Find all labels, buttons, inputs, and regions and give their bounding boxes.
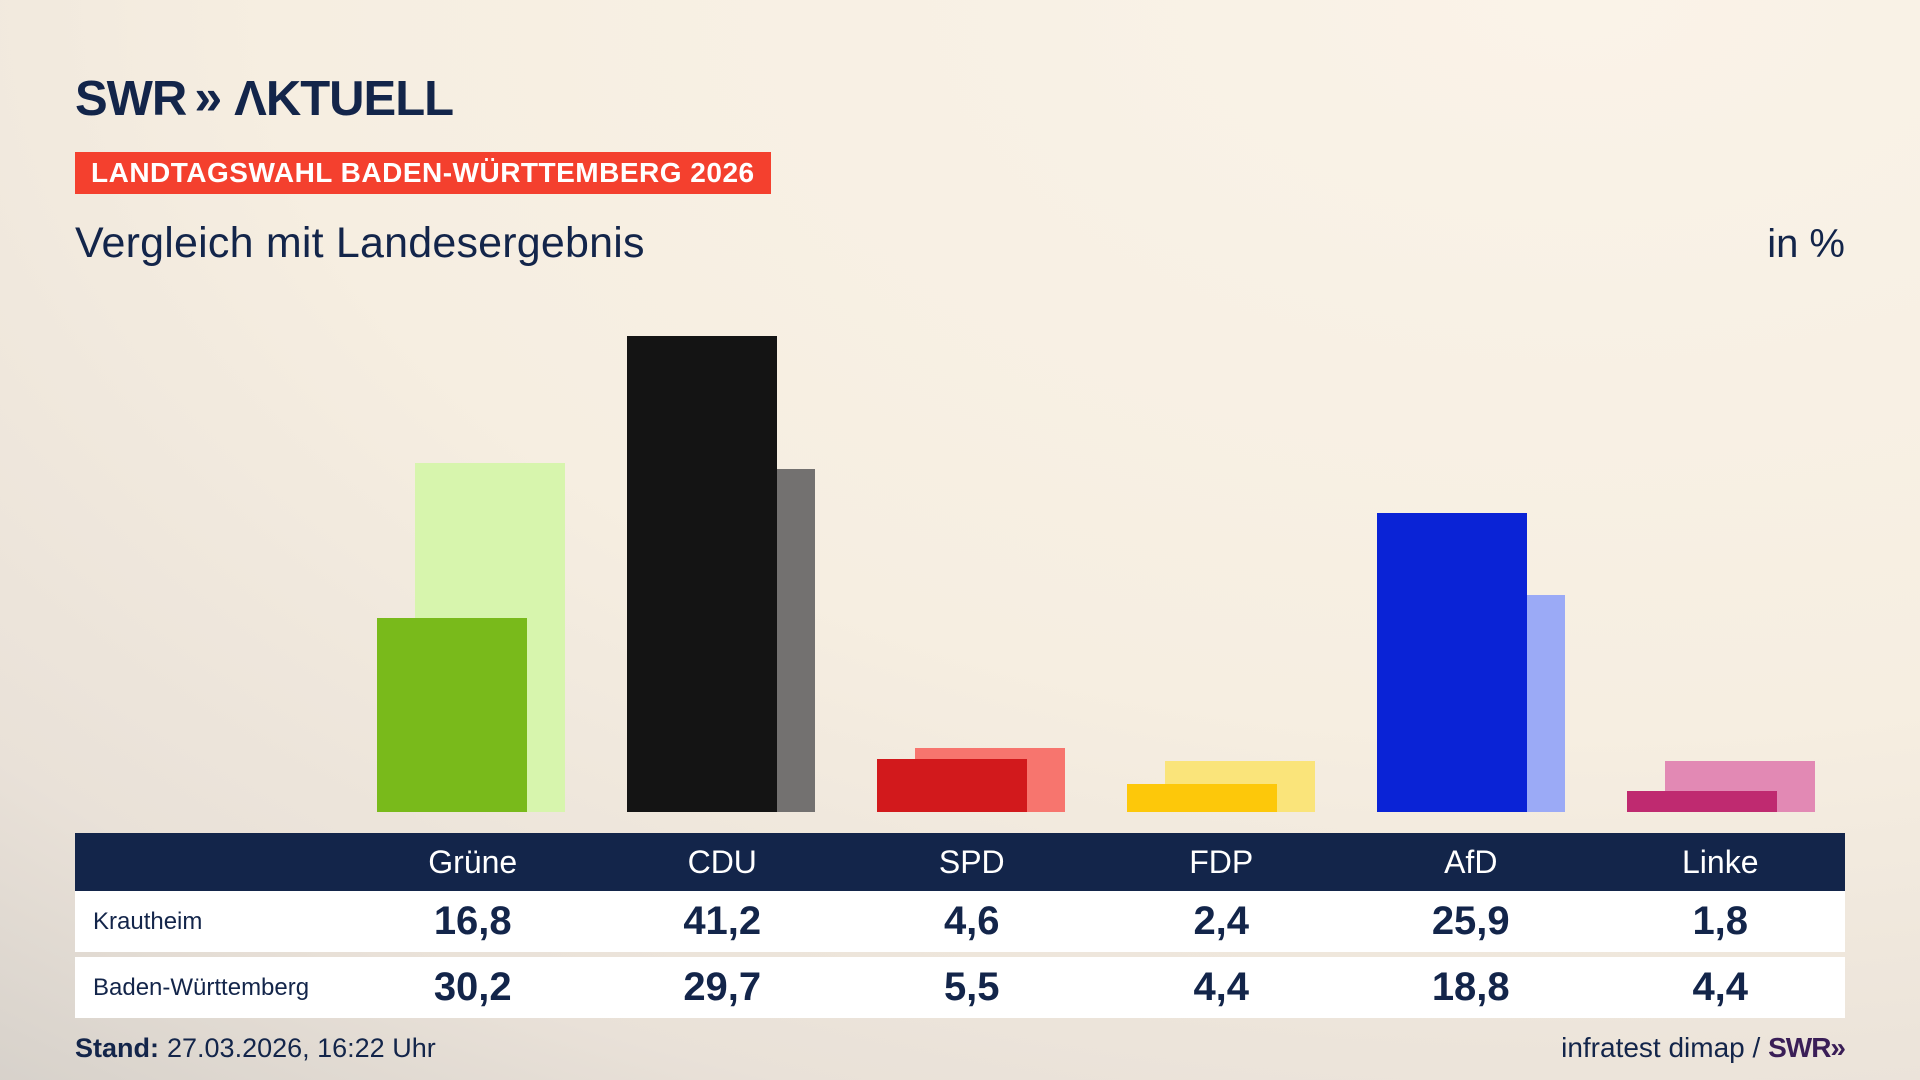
bar-krautheim-fdp [1127,784,1277,812]
table-row-badenwuerttemberg: Baden-Württemberg 30,2 29,7 5,5 4,4 18,8… [75,957,1845,1018]
bar-krautheim-afd [1377,513,1527,812]
value-land-gruene: 30,2 [433,965,512,1009]
stand-value: 27.03.2026, 16:22 Uhr [167,1033,436,1063]
source-text: infratest dimap / [1561,1032,1769,1063]
stand-label: Stand: [75,1033,159,1063]
value-land-cdu: 29,7 [683,965,762,1009]
column-header-linke: Linke [1682,843,1759,880]
logo-aktuell-text: ΛKTUELL [234,72,454,126]
column-header-fdp: FDP [1189,843,1254,880]
results-table: Grüne CDU SPD FDP AfD Linke Krautheim 16… [75,833,1845,1018]
value-krautheim-gruene: 16,8 [433,899,512,943]
source-swr-logo: SWR» [1768,1032,1846,1063]
column-header-spd: SPD [938,843,1005,880]
value-krautheim-fdp: 2,4 [1193,899,1250,943]
bar-krautheim-linke [1627,791,1777,812]
row-label-badenwuerttemberg: Baden-Württemberg [93,973,310,1001]
status-timestamp: Stand: 27.03.2026, 16:22 Uhr [75,1033,436,1064]
source-credit: infratest dimap / SWR» [1561,1032,1846,1064]
page-title: Vergleich mit Landesergebnis [75,219,645,267]
swr-aktuell-logo: SWR » ΛKTUELL [75,68,454,130]
value-krautheim-spd: 4,6 [943,899,1000,943]
column-header-gruene: Grüne [428,843,518,880]
value-land-fdp: 4,4 [1193,965,1250,1009]
column-header-cdu: CDU [687,843,757,880]
value-krautheim-cdu: 41,2 [683,899,762,943]
title-row: Vergleich mit Landesergebnis in % [75,219,1845,268]
table-row-krautheim: Krautheim 16,8 41,2 4,6 2,4 25,9 1,8 [75,891,1845,952]
logo-swr-text: SWR [75,72,187,126]
value-land-spd: 5,5 [943,965,1000,1009]
bar-krautheim-cdu [627,336,777,812]
footer: Stand: 27.03.2026, 16:22 Uhr infratest di… [75,1032,1846,1064]
election-badge: LANDTAGSWAHL BADEN-WÜRTTEMBERG 2026 [75,152,771,194]
unit-label: in % [1767,222,1845,266]
value-land-afd: 18,8 [1431,965,1510,1009]
table-header-row: Grüne CDU SPD FDP AfD Linke [75,833,1845,891]
value-krautheim-linke: 1,8 [1692,899,1749,943]
value-krautheim-afd: 25,9 [1431,899,1510,943]
row-label-krautheim: Krautheim [93,907,203,935]
bar-krautheim-grüne [377,618,527,812]
bar-krautheim-spd [877,759,1027,812]
column-header-afd: AfD [1444,843,1498,880]
value-land-linke: 4,4 [1692,965,1749,1009]
